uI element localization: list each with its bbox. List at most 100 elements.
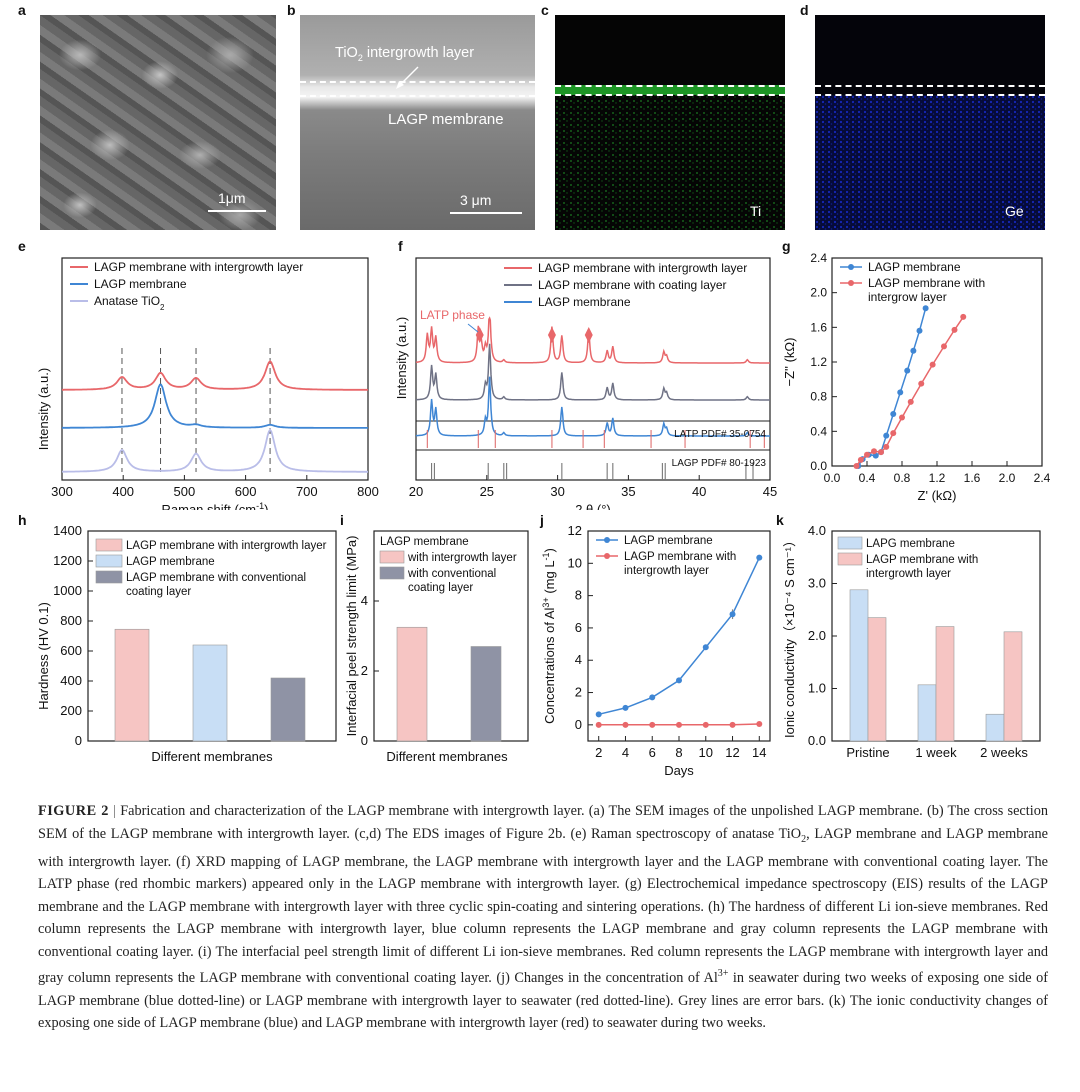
bar: [114, 628, 150, 742]
scale-label: 3 μm: [460, 192, 492, 208]
legend-label: LAGP membrane with: [868, 276, 985, 290]
layer-boundary-top: [815, 85, 1045, 87]
y-tick-label: 1.6: [810, 320, 827, 334]
bar: [470, 646, 502, 742]
panel-letter-c: c: [541, 2, 549, 18]
data-point: [853, 463, 860, 469]
y-tick-label: 0: [75, 733, 82, 748]
arrow-icon: [396, 66, 419, 89]
figure-label: FIGURE 2: [38, 803, 109, 819]
legend-swatch: [95, 538, 123, 552]
legend-label: LAGP membrane: [624, 535, 713, 547]
layer-boundary-bottom: [815, 94, 1045, 96]
figure-caption: FIGURE 2 | Fabrication and characterizat…: [38, 800, 1048, 1035]
x-axis-label: Different membranes: [151, 749, 273, 764]
panel-letter-h: h: [18, 512, 27, 528]
reference-label: LATP PDF# 35-0754: [674, 429, 766, 440]
annotation-pointer: [467, 323, 479, 333]
data-point: [649, 694, 656, 701]
y-tick-label: 400: [60, 673, 82, 688]
data-point: [878, 449, 884, 456]
y-tick-label: 2.4: [810, 251, 827, 265]
legend-label: intergrowth layer: [866, 568, 951, 580]
y-tick-label: 0.0: [808, 733, 826, 748]
data-point: [702, 721, 709, 728]
legend-marker: [848, 280, 854, 286]
legend-label: coating layer: [408, 582, 473, 594]
legend-label: LAGP membrane with coating layer: [538, 278, 727, 292]
panel-letter-i: i: [340, 512, 344, 528]
latp-diamond-marker: [547, 327, 556, 343]
layer-boundary-bottom: [555, 94, 785, 96]
panel-letter-d: d: [800, 2, 809, 18]
sem-image-unpolished: 1μm: [40, 15, 276, 230]
caption-subscript: 2: [801, 833, 807, 845]
series-line: [415, 343, 770, 401]
caption-text-3: in seawater during two weeks of exposing…: [38, 970, 1048, 1032]
legend-label: LAGP membrane: [868, 260, 961, 274]
legend-marker: [604, 537, 610, 543]
panel-letter-g: g: [782, 238, 791, 254]
y-tick-label: 4.0: [808, 523, 826, 538]
data-point: [922, 305, 929, 312]
y-tick-label: 4: [361, 593, 368, 608]
latp-diamond-marker: [584, 327, 593, 343]
data-point: [649, 721, 656, 728]
y-tick-label: 1000: [53, 583, 82, 598]
legend-swatch: [95, 554, 123, 568]
data-point: [729, 611, 736, 618]
data-point: [907, 398, 914, 405]
bar: [867, 617, 887, 742]
data-point: [941, 343, 947, 350]
eds-ge-signal: [815, 95, 1045, 230]
data-point: [871, 448, 877, 455]
panel-letter-f: f: [398, 238, 403, 254]
y-tick-label: 4: [575, 652, 582, 667]
latp-phase-annotation: LATP phase: [420, 308, 485, 322]
data-point: [756, 721, 763, 728]
data-point: [883, 443, 890, 450]
y-tick-label: 6: [575, 620, 582, 635]
caption-separator: |: [113, 803, 116, 819]
y-axis-label: Concentrations of Al3+ (mg L-1): [541, 548, 557, 724]
data-point: [883, 432, 890, 439]
legend-label: LAGP membrane with conventional: [126, 572, 306, 584]
y-tick-label: 1.2: [810, 355, 827, 369]
data-point: [702, 644, 709, 651]
bar: [270, 677, 306, 742]
data-point: [897, 389, 904, 396]
raman-chart: 300 400 500 600 700 800 Raman shift (cm-1) Inte…: [36, 257, 379, 510]
eds-map-ti: Ti: [555, 15, 785, 230]
legend-swatch: [837, 536, 863, 550]
x-tick-label: 500: [174, 484, 196, 499]
scale-bar: [208, 210, 266, 212]
panel-letter-j: j: [540, 512, 544, 528]
x-tick-label: 4: [622, 745, 629, 760]
bar: [985, 713, 1005, 742]
panel-letter-e: e: [18, 238, 26, 254]
data-point: [951, 326, 958, 333]
series-line: [415, 316, 770, 364]
x-axis-label-sup: -1: [256, 501, 264, 510]
x-tick-label: 600: [235, 484, 257, 499]
bar: [935, 626, 955, 742]
legend-swatch: [837, 552, 863, 566]
legend-label: LAGP membrane: [94, 277, 187, 291]
bar: [192, 644, 228, 742]
panel-letter-b: b: [287, 2, 296, 18]
y-tick-label: 1400: [53, 523, 82, 538]
peel-strength-chart: 0 2 4 Different membranes Interfacial peel s…: [344, 530, 529, 764]
y-tick-label: 0.0: [810, 459, 827, 473]
legend-label: LAGP membrane with intergrowth layer: [94, 260, 303, 274]
x-tick-label: 300: [51, 484, 73, 499]
x-tick-label: 2: [595, 745, 602, 760]
x-tick-label: 2 weeks: [980, 745, 1028, 760]
x-tick-label: 14: [752, 745, 766, 760]
data-point: [918, 380, 925, 387]
bar: [849, 589, 869, 742]
data-point: [676, 677, 682, 684]
y-axis-label: Ionic conductivity（×10⁻⁴ S cm⁻¹）: [782, 534, 797, 738]
legend-label: with conventional: [407, 568, 496, 580]
series-line: [857, 308, 927, 467]
legend-label: with intergrowth layer: [407, 552, 517, 564]
